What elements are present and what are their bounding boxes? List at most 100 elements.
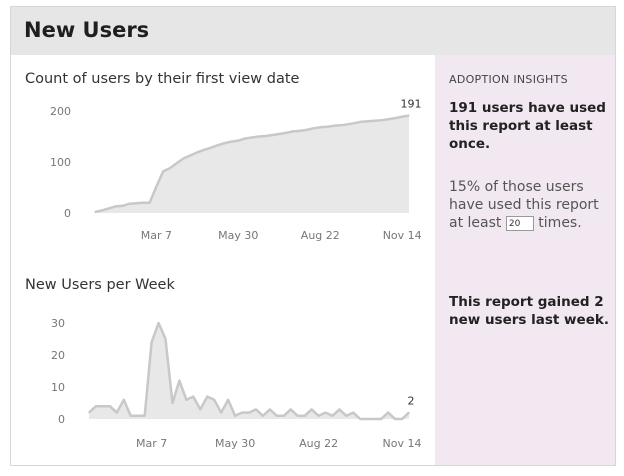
data-point <box>251 136 253 139</box>
data-point <box>95 405 97 407</box>
data-point <box>183 157 185 159</box>
data-point <box>278 133 280 135</box>
data-point <box>116 412 118 414</box>
data-point <box>94 211 96 213</box>
data-point <box>149 202 151 204</box>
data-point <box>101 209 103 212</box>
x-tick-label: Aug 22 <box>301 229 340 242</box>
data-point <box>199 408 201 410</box>
data-point <box>326 126 328 128</box>
data-point <box>137 415 139 417</box>
y-tick-label: 0 <box>64 207 71 220</box>
cumulative-chart-title: Count of users by their first view date <box>25 71 300 87</box>
data-point <box>213 399 215 401</box>
data-point <box>318 415 320 417</box>
data-point <box>373 418 375 420</box>
repeat-users-prefix: 15% of those users have used this report… <box>449 179 599 231</box>
data-point <box>230 141 233 143</box>
data-point <box>299 130 301 132</box>
data-point <box>353 122 355 124</box>
data-point <box>394 117 396 119</box>
card-title: New Users <box>24 18 150 42</box>
data-point <box>359 418 361 420</box>
data-point <box>178 380 180 382</box>
data-point <box>312 127 314 129</box>
new-users-card: New Users Count of users by their first … <box>10 6 616 466</box>
data-point <box>142 202 144 204</box>
data-point <box>130 415 132 417</box>
data-point <box>234 415 236 417</box>
data-point <box>171 402 174 404</box>
last-week-summary: This report gained 2 new users last week… <box>449 294 609 328</box>
weekly-chart-title: New Users per Week <box>25 277 175 293</box>
data-point <box>109 405 111 407</box>
end-value-label: 2 <box>408 395 415 408</box>
data-point <box>185 399 187 401</box>
threshold-input[interactable]: 20 <box>505 215 534 231</box>
x-tick-label: Nov 14 <box>383 437 422 450</box>
data-point <box>347 123 349 125</box>
data-point <box>304 415 306 417</box>
x-tick-label: May 30 <box>215 437 255 450</box>
data-point <box>169 167 171 169</box>
data-point <box>408 115 410 117</box>
y-tick-label: 0 <box>58 413 65 426</box>
data-point <box>244 137 246 140</box>
data-point <box>88 412 90 414</box>
data-point <box>283 415 285 417</box>
adoption-insights-panel: ADOPTION INSIGHTS 191 users have used th… <box>435 55 615 465</box>
data-point <box>217 144 219 146</box>
data-point <box>271 134 274 136</box>
data-point <box>248 412 250 414</box>
data-point <box>381 119 383 121</box>
data-point <box>265 135 267 137</box>
data-point <box>237 140 239 142</box>
y-tick-label: 30 <box>51 317 65 330</box>
y-tick-label: 100 <box>50 156 71 169</box>
data-point <box>324 412 327 414</box>
data-point <box>224 142 226 144</box>
data-point <box>128 203 130 205</box>
data-point <box>340 124 342 126</box>
data-point <box>387 412 389 414</box>
data-point <box>123 399 125 401</box>
insights-heading: ADOPTION INSIGHTS <box>449 73 568 86</box>
data-point <box>352 412 354 414</box>
data-point <box>241 412 243 414</box>
data-point <box>401 418 403 420</box>
data-point <box>227 399 229 401</box>
data-point <box>255 408 257 410</box>
data-point <box>269 408 271 410</box>
cumulative-users-chart: 0 100 200 Mar 7 May 30 Aug 22 Nov 14 191 <box>50 99 422 242</box>
data-point <box>394 418 396 420</box>
data-point <box>276 415 278 417</box>
data-point <box>306 129 308 131</box>
y-tick-label: 200 <box>50 105 71 118</box>
data-point <box>164 338 167 340</box>
data-point <box>311 408 313 410</box>
series-area <box>95 115 409 213</box>
data-point <box>258 135 260 138</box>
data-point <box>319 126 321 128</box>
card-header: New Users <box>11 7 615 55</box>
data-point <box>292 130 294 132</box>
data-point <box>144 415 146 417</box>
data-point <box>206 396 208 398</box>
data-point <box>338 408 340 410</box>
end-value-label: 191 <box>401 99 422 111</box>
data-point <box>262 415 264 417</box>
data-point <box>408 412 410 414</box>
data-point <box>190 154 192 156</box>
data-point <box>114 205 117 207</box>
x-tick-label: Mar 7 <box>136 437 167 450</box>
data-point <box>192 396 194 398</box>
repeat-users-text: 15% of those users have used this report… <box>449 178 613 232</box>
repeat-users-suffix: times. <box>538 215 582 231</box>
data-point <box>158 322 160 324</box>
data-point <box>333 125 335 127</box>
data-point <box>297 415 299 417</box>
y-tick-label: 10 <box>51 381 65 394</box>
data-point <box>290 408 292 410</box>
data-point <box>331 415 334 417</box>
x-tick-label: Aug 22 <box>299 437 338 450</box>
